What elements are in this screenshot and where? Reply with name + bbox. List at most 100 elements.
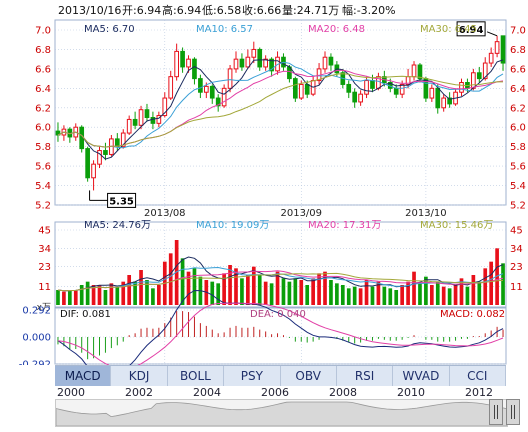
min-callout-label: 5.35: [109, 196, 134, 207]
candle-body: [209, 85, 215, 99]
volume-ma-label: MA5: 24.76万: [84, 220, 151, 231]
volume-bar: [263, 281, 268, 305]
volume-ma-line: [57, 272, 504, 292]
overview-sparkline: [56, 401, 507, 426]
header-close: 收:6.66: [242, 3, 281, 17]
header-low: 低:6.58: [202, 4, 241, 17]
volume-bar: [429, 285, 434, 305]
header-high: 高:6.94: [162, 3, 201, 17]
volume-bar: [424, 276, 428, 305]
tab-macd[interactable]: MACD: [55, 366, 112, 386]
tab-cci[interactable]: CCI: [450, 366, 506, 386]
candle-body: [417, 64, 423, 80]
volume-bar: [281, 278, 286, 305]
volume-ma-label: MA30: 15.46万: [420, 220, 493, 231]
volume-bar: [406, 281, 410, 305]
volume-bar: [305, 285, 310, 305]
candle-body: [203, 85, 209, 93]
tab-wvad[interactable]: WVAD: [393, 366, 450, 386]
candle-body: [120, 132, 126, 148]
price-y-tick-right: 6.0: [510, 123, 526, 134]
volume-bar: [67, 290, 72, 305]
candle-body: [399, 83, 405, 95]
candle-body: [245, 56, 251, 68]
volume-bar: [192, 268, 197, 305]
tab-boll[interactable]: BOLL: [168, 366, 225, 386]
candle-body: [263, 58, 269, 68]
volume-bar: [222, 273, 226, 305]
candle-body: [126, 118, 132, 134]
chart-labels: 2013/10/16 开:6.94 高:6.94 低:6.58 收:6.66 量:24.7…: [19, 3, 526, 365]
range-handle-left[interactable]: [489, 399, 503, 425]
volume-y-tick-right: 11: [510, 282, 523, 293]
volume-bar: [180, 258, 185, 305]
candle-body: [459, 82, 464, 93]
header-open: 开:6.94: [122, 4, 161, 17]
candle-body: [150, 117, 156, 124]
candle-body: [156, 115, 162, 124]
header-volume: 量:24.71万: [282, 4, 339, 17]
timeline-years: 2000 2002 2004 2006 2008 2010 2012: [55, 386, 506, 399]
max-callout-box: [456, 21, 486, 37]
price-y-tick-left: 6.6: [35, 64, 51, 75]
tab-kdj[interactable]: KDJ: [111, 366, 168, 386]
price-y-tick-right: 5.4: [510, 181, 526, 192]
volume-bar: [453, 285, 458, 305]
candle-body: [298, 83, 304, 99]
candle-body: [221, 87, 227, 107]
macd-y-tick: -0.292: [19, 360, 51, 366]
volume-y-tick-right: 23: [510, 262, 523, 273]
volume-bar: [139, 270, 143, 305]
candle-body: [215, 97, 221, 107]
volume-bar: [400, 285, 404, 305]
volume-bar: [127, 275, 132, 305]
macd-y-tick: 0.292: [22, 306, 51, 317]
price-y-tick-right: 6.6: [510, 64, 526, 75]
indicator-tab-bar: MACD KDJ BOLL PSY OBV RSI WVAD CCI: [55, 365, 506, 386]
volume-y-tick-left: 45: [38, 226, 51, 237]
volume-bar: [97, 285, 102, 305]
volume-bar: [317, 273, 321, 305]
overview-navigator[interactable]: [55, 399, 508, 427]
volume-bar: [216, 283, 221, 305]
grip-icon: [511, 405, 515, 419]
volume-bar: [323, 271, 327, 305]
price-x-tick: 2013/10: [405, 208, 447, 219]
volume-bar: [477, 281, 482, 305]
tab-rsi[interactable]: RSI: [337, 366, 394, 386]
tab-obv[interactable]: OBV: [281, 366, 337, 386]
candle-body: [55, 130, 61, 136]
volume-bar: [240, 278, 244, 305]
candle-body: [500, 35, 506, 64]
range-handle-right[interactable]: [506, 399, 520, 425]
candle-body: [227, 68, 233, 89]
volume-bar: [257, 275, 262, 305]
volume-bar: [246, 275, 250, 305]
volume-bar: [311, 278, 315, 305]
header-change: 幅:-3.20%: [342, 4, 396, 17]
price-ma-label: MA5: 6.70: [84, 24, 135, 35]
candle-body: [144, 109, 150, 118]
price-ma-line: [57, 59, 504, 160]
volume-bar: [121, 281, 126, 305]
volume-bar: [103, 290, 108, 305]
volume-bar: [145, 280, 149, 305]
panel-frame: [54, 19, 507, 206]
candle-body: [85, 148, 90, 179]
candle-body: [192, 58, 197, 80]
volume-bar: [441, 286, 446, 305]
price-y-tick-left: 5.6: [35, 162, 51, 173]
volume-bar: [85, 281, 90, 305]
grip-icon: [494, 405, 498, 419]
candle-body: [482, 62, 488, 80]
tab-psy[interactable]: PSY: [224, 366, 281, 386]
candle-body: [162, 97, 168, 117]
volume-bar: [352, 286, 357, 305]
volume-bar: [210, 281, 215, 305]
timeline-year: 2004: [193, 386, 221, 399]
candle-body: [239, 58, 245, 68]
macd-y-tick: 0.000: [22, 333, 51, 344]
candle-body: [114, 138, 120, 148]
volume-bar: [91, 285, 96, 305]
candle-body: [370, 80, 375, 89]
